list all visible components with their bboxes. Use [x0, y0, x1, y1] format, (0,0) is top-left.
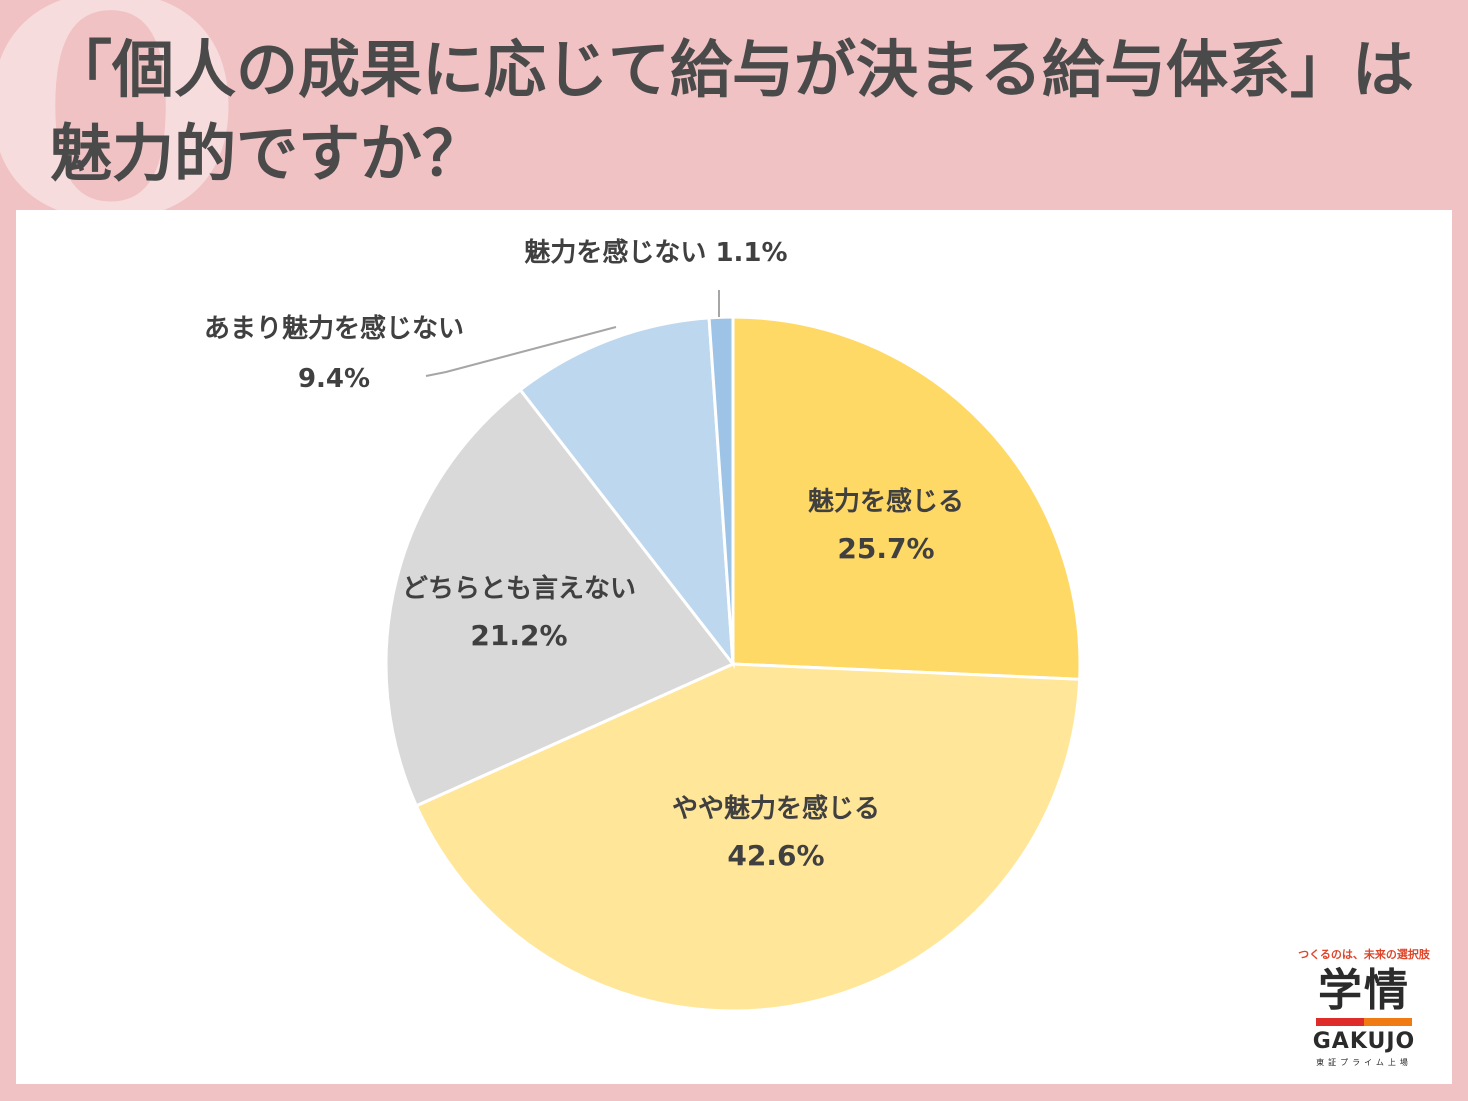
chart-panel: 魅力を感じる 25.7% やや魅力を感じる 42.6% どちらとも言えない 21.2% あま…: [16, 210, 1452, 1084]
pie-slice: [414, 662, 1082, 1013]
brand-color-bar: [1316, 1018, 1412, 1026]
brand-name-en: GAKUJO: [1312, 1029, 1416, 1054]
pie-slice: [731, 315, 1082, 681]
slice-label: どちらとも言えない: [402, 574, 636, 604]
slice-label: やや魅力を感じる: [672, 793, 880, 824]
slice-label: あまり魅力を感じない: [204, 313, 464, 344]
chart-title: 「個人の成果に応じて給与が決まる給与体系」は魅力的ですか？: [50, 33, 1415, 190]
slice-value-label: 21.2%: [470, 619, 567, 652]
brand-tagline: つくるのは、未来の選択肢: [1298, 948, 1430, 961]
slice-value-label: 9.4%: [298, 364, 370, 394]
brand-mark: 学情: [1318, 965, 1410, 1016]
gakujo-logo: つくるのは、未来の選択肢 学情 GAKUJO 東証プライム上場: [1294, 946, 1434, 1068]
brand-listing: 東証プライム上場: [1316, 1058, 1412, 1067]
slice-label: 魅力を感じる: [808, 486, 964, 517]
leader-line: [425, 326, 617, 377]
slice-value-label: 42.6%: [727, 839, 824, 872]
pie-chart: 魅力を感じる 25.7% やや魅力を感じる 42.6% どちらとも言えない 21.2% あま…: [204, 237, 1082, 1013]
pie-slice: [518, 316, 735, 669]
slice-label: 魅力を感じない 1.1%: [524, 237, 787, 268]
pie-slice: [384, 387, 736, 808]
slice-value-label: 25.7%: [837, 532, 934, 565]
pie-slice: [707, 315, 735, 665]
